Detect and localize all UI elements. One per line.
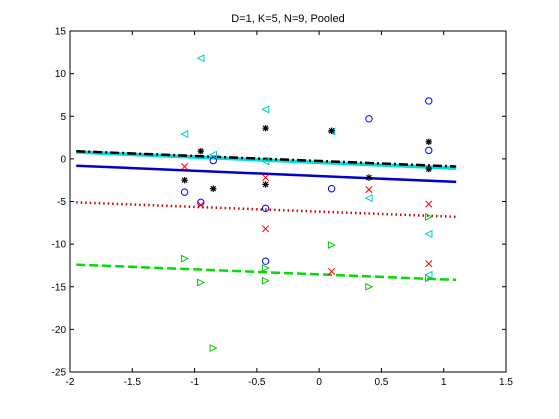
data-point-triangle-right <box>180 254 189 263</box>
data-point-asterisk <box>425 165 432 173</box>
x-tick-label: 1 <box>441 377 447 388</box>
x-tick-label: 0 <box>316 377 322 388</box>
x-tick-label: -1 <box>190 377 199 388</box>
fit-lines <box>76 149 457 282</box>
y-tick-label: -20 <box>52 325 67 336</box>
data-point-triangle-left <box>424 270 433 279</box>
y-tick-label: -25 <box>52 368 67 379</box>
data-point-x <box>365 186 373 194</box>
y-tick-label: -15 <box>52 282 67 293</box>
data-point-triangle-left <box>424 229 433 238</box>
data-point-triangle-left <box>180 130 189 139</box>
data-point-asterisk <box>328 127 335 134</box>
data-point-triangle-right <box>197 278 206 287</box>
chart-title: D=1, K=5, N=9, Pooled <box>231 13 344 25</box>
y-tick-label: 15 <box>55 27 67 38</box>
x-tick-label: -0.5 <box>248 377 266 388</box>
data-point-triangle-right <box>261 276 270 285</box>
data-point-triangle-left <box>364 194 373 203</box>
data-point-asterisk <box>210 185 217 192</box>
y-tick-label: -10 <box>52 240 67 251</box>
fit-line-5 <box>76 149 457 168</box>
x-tick-label: 1.5 <box>499 377 513 388</box>
y-tick-label: 10 <box>55 69 67 80</box>
data-point-circle <box>425 146 433 155</box>
data-point-circle <box>261 257 270 265</box>
data-point-circle <box>180 188 189 196</box>
fit-line-3 <box>76 263 457 282</box>
data-point-circle <box>425 97 433 105</box>
data-point-x <box>328 267 336 275</box>
x-tick-label: -2 <box>66 377 75 388</box>
data-point-x <box>425 260 433 268</box>
data-point-asterisk <box>365 174 373 181</box>
data-point-circle <box>365 115 373 123</box>
data-point-triangle-right <box>209 344 218 353</box>
data-point-triangle-left <box>261 157 270 166</box>
fit-line-1 <box>76 164 457 184</box>
data-point-triangle-left <box>196 54 205 63</box>
data-point-triangle-right <box>327 240 336 249</box>
data-point-asterisk <box>197 148 204 155</box>
plot-area <box>69 30 507 373</box>
x-tick-label: 0.5 <box>374 377 388 388</box>
y-axis: -25 -20 -15 -10 -5 0 5 10 15 <box>52 27 506 379</box>
y-tick-label: -5 <box>57 197 66 208</box>
data-markers <box>180 54 434 353</box>
data-point-x <box>197 201 205 209</box>
data-point-asterisk <box>262 181 269 188</box>
data-point-triangle-left <box>261 105 270 114</box>
data-point-circle <box>209 156 217 165</box>
x-tick-label: -1.5 <box>124 377 142 388</box>
data-point-x <box>262 225 270 233</box>
data-point-triangle-left <box>208 150 217 159</box>
y-tick-label: 0 <box>60 154 66 165</box>
data-point-x <box>425 200 433 208</box>
data-point-asterisk <box>181 176 188 184</box>
data-point-circle <box>261 204 270 213</box>
data-point-triangle-right <box>261 263 270 273</box>
y-tick-label: 5 <box>60 112 66 123</box>
data-point-x <box>181 162 189 171</box>
data-point-triangle-right <box>425 212 434 221</box>
data-point-circle <box>327 185 336 193</box>
fit-line-2 <box>76 201 457 219</box>
x-axis: -2 -1.5 -1 -0.5 0 0.5 1 1.5 <box>66 31 513 388</box>
data-point-asterisk <box>262 124 269 132</box>
data-point-x <box>262 174 270 182</box>
data-point-asterisk <box>425 138 432 146</box>
data-point-triangle-right <box>365 282 374 291</box>
